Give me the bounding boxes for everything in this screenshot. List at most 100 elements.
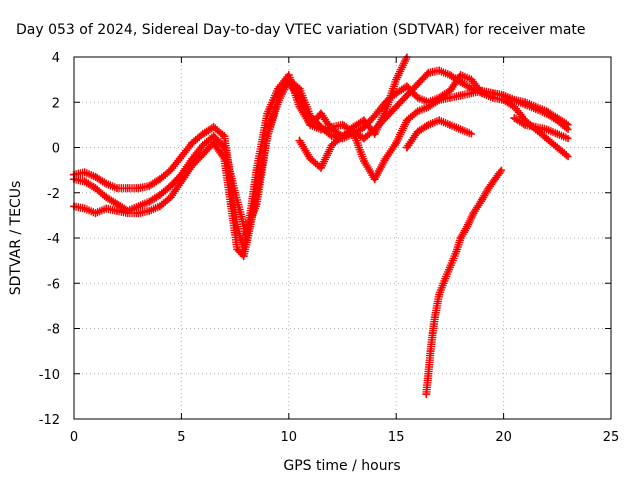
data-point <box>328 123 336 131</box>
series-layer <box>69 53 572 399</box>
data-point <box>446 121 454 129</box>
y-axis-label: SDTVAR / TECUs <box>8 181 24 296</box>
data-point <box>439 279 447 287</box>
data-point <box>489 89 497 97</box>
data-point <box>317 110 325 118</box>
data-point <box>510 103 518 111</box>
data-point <box>467 89 475 97</box>
data-point <box>403 116 411 124</box>
data-point <box>371 112 379 120</box>
data-point <box>81 205 89 213</box>
data-point <box>435 116 443 124</box>
data-point <box>360 134 368 142</box>
data-point <box>463 223 471 231</box>
data-point <box>381 155 389 163</box>
series-track-5 <box>402 113 572 152</box>
data-point <box>414 94 422 102</box>
data-point <box>240 252 248 260</box>
data-point <box>446 94 454 102</box>
data-point <box>285 78 293 86</box>
data-point <box>360 123 368 131</box>
data-point <box>124 184 132 192</box>
data-point <box>145 182 153 190</box>
data-point <box>543 125 551 133</box>
data-point <box>113 207 121 215</box>
data-point <box>446 71 454 79</box>
data-point <box>457 91 465 99</box>
grid-layer <box>74 57 611 419</box>
data-point <box>210 132 218 140</box>
data-point <box>467 130 475 138</box>
data-point <box>435 67 443 75</box>
data-point <box>227 200 235 208</box>
data-point <box>431 313 439 321</box>
data-point <box>296 85 304 93</box>
y-tick-label: -6 <box>47 277 60 292</box>
data-point <box>91 209 99 217</box>
data-point <box>424 103 432 111</box>
data-point <box>339 121 346 129</box>
data-point <box>134 202 142 210</box>
data-point <box>424 121 432 129</box>
series-marker-band <box>402 116 474 152</box>
data-point <box>317 164 325 172</box>
data-point <box>231 189 239 197</box>
data-point <box>296 137 304 145</box>
data-point <box>242 229 250 237</box>
data-point <box>167 182 175 190</box>
data-point <box>403 82 411 90</box>
x-tick-label: 20 <box>495 430 512 445</box>
data-point <box>156 191 164 199</box>
y-tick-label: 2 <box>52 96 60 111</box>
data-point <box>392 103 400 111</box>
data-point <box>113 200 121 208</box>
series-track-6 <box>422 166 505 399</box>
data-point <box>564 134 572 142</box>
data-point <box>381 98 389 106</box>
data-point <box>91 173 99 181</box>
data-point <box>532 123 540 131</box>
data-point <box>553 114 561 122</box>
data-point <box>145 207 153 215</box>
data-point <box>102 193 110 201</box>
data-point <box>177 153 185 161</box>
data-point <box>102 180 110 188</box>
data-point <box>414 107 422 115</box>
data-point <box>263 132 271 140</box>
data-point <box>113 184 121 192</box>
data-point <box>424 370 432 378</box>
data-point <box>457 71 465 79</box>
y-tick-label: 0 <box>52 142 60 157</box>
x-axis-label: GPS time / hours <box>283 458 400 474</box>
x-tick-label: 0 <box>70 430 78 445</box>
y-tick-label: -4 <box>47 232 60 247</box>
data-point <box>478 87 486 95</box>
data-point <box>360 157 368 165</box>
data-point <box>102 205 110 213</box>
data-point <box>274 85 282 93</box>
data-point <box>485 184 493 192</box>
data-point <box>199 130 207 138</box>
data-point <box>510 96 518 104</box>
data-point <box>91 184 99 192</box>
data-point <box>156 175 164 183</box>
data-point <box>188 139 196 147</box>
data-point <box>446 87 454 95</box>
data-point <box>467 76 475 84</box>
data-point <box>478 196 486 204</box>
data-point <box>371 175 379 183</box>
data-point <box>403 91 411 99</box>
x-tick-label: 25 <box>603 430 620 445</box>
chart-title: Day 053 of 2024, Sidereal Day-to-day VTE… <box>16 22 586 38</box>
data-point <box>543 107 551 115</box>
y-tick-label: -12 <box>39 413 60 428</box>
data-point <box>233 245 241 253</box>
data-point <box>306 121 314 129</box>
data-point <box>296 94 304 102</box>
data-point <box>317 125 325 133</box>
data-point <box>403 144 411 151</box>
y-tick-label: 4 <box>52 51 60 66</box>
y-tick-label: -8 <box>47 323 60 338</box>
data-point <box>274 94 282 102</box>
